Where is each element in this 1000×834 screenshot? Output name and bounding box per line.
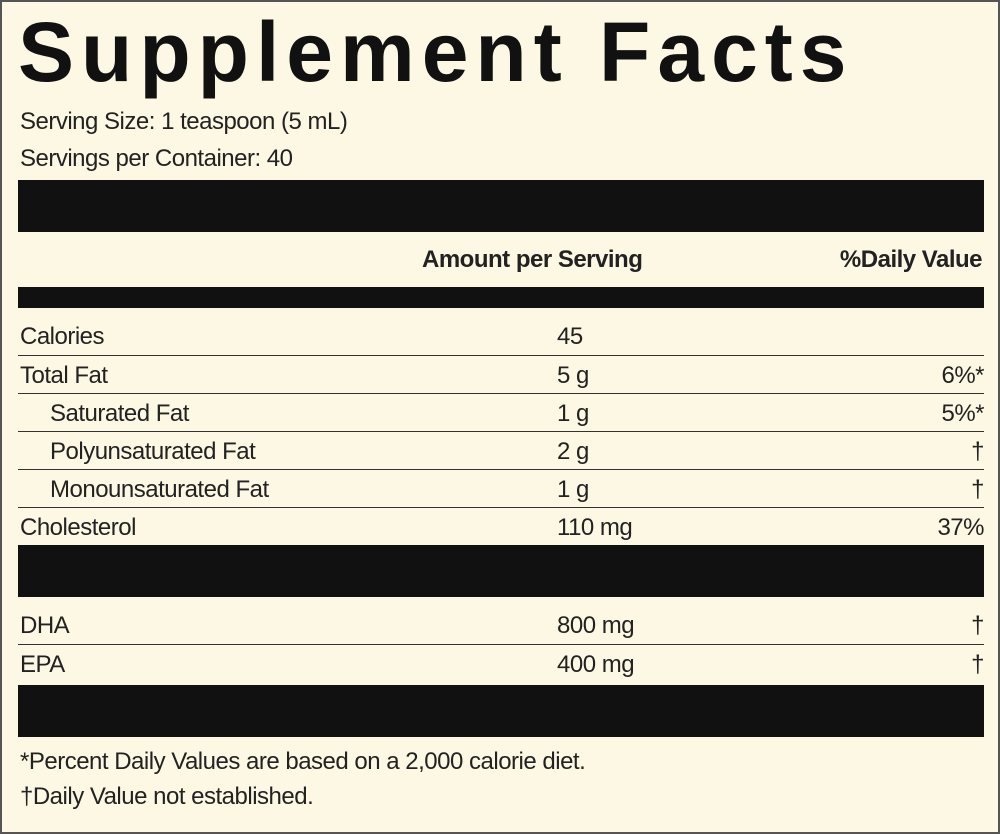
servings-per-container: Servings per Container: 40 — [20, 145, 293, 172]
nutrient-amount: 1 g — [557, 400, 589, 427]
nutrient-amount: 5 g — [557, 362, 589, 389]
nutrient-row: DHA 800 mg † — [18, 606, 984, 644]
footnote: *Percent Daily Values are based on a 2,0… — [20, 748, 586, 775]
daily-value: † — [971, 438, 984, 465]
nutrient-amount: 2 g — [557, 438, 589, 465]
nutrient-row: Saturated Fat 1 g 5%* — [18, 393, 984, 432]
nutrient-name: Monounsaturated Fat — [50, 476, 269, 503]
black-bar — [18, 545, 984, 597]
nutrient-name: Total Fat — [20, 362, 108, 389]
black-bar — [18, 685, 984, 737]
nutrient-name: DHA — [20, 612, 70, 639]
footnote: †Daily Value not established. — [20, 783, 314, 810]
nutrient-row: Total Fat 5 g 6%* — [18, 355, 984, 394]
nutrient-name: Calories — [20, 323, 105, 350]
nutrient-amount: 45 — [557, 323, 583, 350]
daily-value-header: %Daily Value — [839, 246, 983, 273]
title: Supplement Facts — [18, 5, 854, 99]
nutrient-name: Cholesterol — [20, 514, 136, 541]
nutrient-name: Polyunsaturated Fat — [50, 438, 256, 465]
daily-value: † — [971, 476, 984, 503]
black-bar — [18, 287, 984, 308]
daily-value: 5%* — [941, 400, 984, 427]
nutrient-row: Calories 45 — [18, 317, 984, 355]
daily-value: † — [971, 612, 984, 639]
daily-value: 37% — [937, 514, 984, 541]
nutrient-row: Monounsaturated Fat 1 g † — [18, 469, 984, 508]
daily-value: † — [971, 651, 984, 678]
daily-value: 6%* — [941, 362, 984, 389]
nutrient-name: EPA — [20, 651, 65, 678]
amount-header: Amount per Serving — [422, 246, 643, 273]
nutrient-name: Saturated Fat — [50, 400, 189, 427]
nutrient-amount: 400 mg — [557, 651, 635, 678]
nutrient-row: Cholesterol 110 mg 37% — [18, 507, 984, 546]
serving-size: Serving Size: 1 teaspoon (5 mL) — [20, 108, 348, 135]
black-bar — [18, 180, 984, 232]
nutrient-row: Polyunsaturated Fat 2 g † — [18, 431, 984, 470]
nutrient-amount: 1 g — [557, 476, 589, 503]
nutrient-row: EPA 400 mg † — [18, 644, 984, 683]
nutrient-amount: 110 mg — [557, 514, 633, 541]
nutrient-amount: 800 mg — [557, 612, 635, 639]
